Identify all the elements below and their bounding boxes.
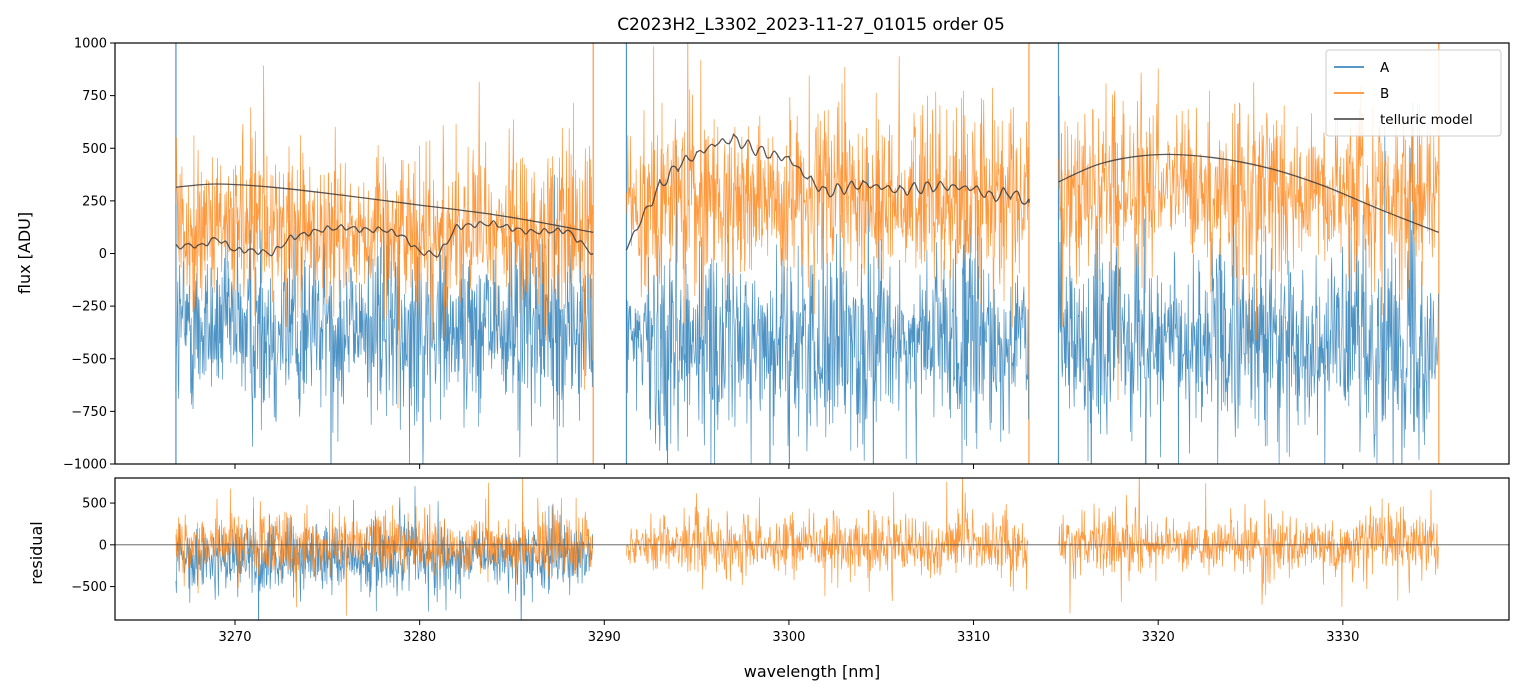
residual-series-b-line-segment-3 (1058, 478, 1439, 614)
main-x-axis (234, 464, 1344, 469)
x-tick-label: 3310 (957, 630, 990, 645)
main-y-tick-label: 1000 (74, 37, 107, 52)
legend-label-b: B (1380, 86, 1389, 102)
residual-plot-panel: −500 0 500 3270 3280 3290 3300 3310 3320 3330 re… (27, 477, 1510, 681)
series-b-line-segment-1 (175, 65, 594, 409)
telluric-model-line-segment-3 (1058, 153, 1440, 234)
x-tick-label: 3270 (218, 630, 251, 645)
residual-x-axis: 3270 3280 3290 3300 3310 3320 3330 (218, 620, 1359, 645)
residual-y-tick-label: 0 (99, 538, 107, 553)
residual-plot-frame (114, 477, 1510, 621)
residual-y-axis-label: residual (27, 521, 46, 584)
x-tick-label: 3300 (772, 630, 805, 645)
main-y-axis-label: flux [ADU] (15, 212, 34, 294)
main-y-tick-label: −1000 (63, 458, 107, 473)
main-y-tick-label: −750 (71, 405, 107, 420)
x-tick-label: 3330 (1326, 630, 1359, 645)
telluric-model-line-segment-1-lines (175, 220, 594, 258)
main-y-tick-label: 500 (82, 142, 107, 157)
series-b-line-segment-2 (626, 43, 1029, 378)
x-tick-label: 3320 (1142, 630, 1175, 645)
main-y-tick-label: 250 (82, 194, 107, 209)
main-y-tick-label: −250 (71, 300, 107, 315)
residual-series-b-line-segment-2 (626, 478, 1029, 602)
residual-series-b-line-segment-1 (175, 478, 594, 616)
series-b-line-segment-3 (1058, 68, 1439, 401)
residual-y-tick-label: 500 (82, 497, 107, 512)
main-y-tick-label: −500 (71, 352, 107, 367)
legend-box (1325, 49, 1502, 137)
residual-y-tick-label: −500 (71, 580, 107, 595)
x-tick-label: 3290 (588, 630, 621, 645)
legend-label-telluric: telluric model (1380, 112, 1473, 128)
legend-label-a: A (1380, 60, 1390, 76)
x-tick-label: 3280 (403, 630, 436, 645)
residual-y-axis: −500 0 500 (71, 497, 115, 595)
main-data-area (175, 43, 1440, 464)
main-plot-panel: −1000 −750 −500 −250 0 250 500 750 1000 flux [AD… (15, 37, 1510, 473)
main-y-axis: −1000 −750 −500 −250 0 250 500 750 1000 (63, 37, 115, 473)
chart-title: C2023H2_L3302_2023-11-27_01015 order 05 (617, 15, 1005, 35)
legend: A B telluric model (1325, 49, 1502, 137)
series-a-line-segment-2 (626, 145, 1029, 464)
x-axis-label: wavelength [nm] (744, 662, 881, 681)
main-y-tick-label: 0 (99, 247, 107, 262)
telluric-model-line-segment-1-continuum (175, 183, 594, 234)
residual-data-area (115, 478, 1509, 620)
main-y-tick-label: 750 (82, 89, 107, 104)
series-a-line-segment-3 (1058, 102, 1439, 464)
telluric-model-line-segment-2 (625, 133, 1030, 251)
